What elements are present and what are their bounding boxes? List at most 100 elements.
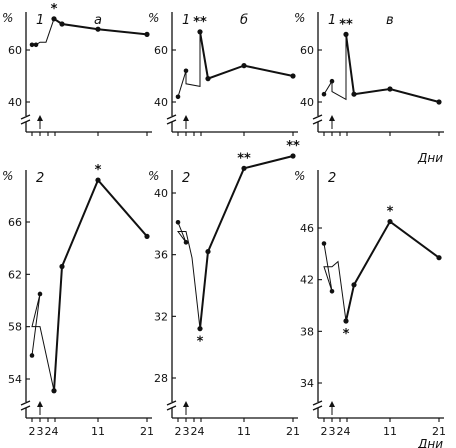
y-tick-label: 62	[8, 268, 22, 281]
data-point	[183, 68, 189, 74]
y-tick-label: 38	[300, 325, 314, 338]
data-point	[197, 29, 203, 35]
x-axis-label: Дни	[417, 151, 443, 165]
y-unit-label: %	[2, 169, 13, 183]
arrow-head	[183, 115, 189, 121]
y-tick-label: 40	[154, 96, 168, 109]
x-tick-label: 21	[286, 425, 300, 438]
data-point	[351, 91, 357, 97]
x-tick-label: 4	[198, 425, 205, 438]
axis-break-mark	[312, 400, 323, 406]
data-point	[241, 63, 247, 69]
panel-letter: б	[240, 13, 248, 28]
series-line	[53, 178, 148, 391]
data-point	[321, 91, 327, 97]
arrow-head	[37, 401, 43, 407]
significance-marker: *	[343, 327, 350, 342]
panel-3: % 1 в 40 60 Дни **	[294, 11, 444, 165]
arrow-head	[329, 115, 335, 121]
data-point	[387, 86, 393, 92]
pre-treatment-trace	[31, 293, 55, 391]
significance-marker: **	[193, 15, 207, 30]
data-point	[290, 73, 296, 79]
significance-marker: *	[387, 205, 394, 220]
x-tick-label: 4	[344, 425, 351, 438]
data-point	[37, 291, 43, 297]
panel-1: % 1 а 40 60 *	[2, 2, 152, 136]
data-point	[33, 42, 39, 48]
axis-break-mark	[20, 400, 31, 406]
group-label: 1	[36, 13, 44, 28]
axis-break-mark	[312, 114, 323, 120]
x-tick-label: 21	[140, 425, 154, 438]
data-point	[183, 240, 189, 245]
arrow-head	[329, 401, 335, 407]
pre-treatment-trace	[177, 31, 201, 97]
axis-break-mark	[20, 119, 31, 125]
axis-break-mark	[166, 114, 177, 120]
data-point	[321, 241, 327, 246]
y-unit-label: %	[294, 11, 305, 25]
axis-break-mark	[166, 400, 177, 406]
data-point	[95, 177, 101, 183]
panel-letter: а	[94, 13, 102, 28]
y-tick-label: 34	[300, 377, 314, 390]
pre-treatment-trace	[323, 34, 347, 101]
data-point	[343, 31, 349, 37]
data-point	[387, 218, 393, 225]
y-tick-label: 46	[300, 222, 314, 235]
arrow-head	[183, 401, 189, 407]
data-point	[175, 219, 181, 225]
axis-break-mark	[166, 119, 177, 125]
data-point	[29, 42, 35, 48]
y-unit-label: %	[294, 169, 305, 183]
series-line	[199, 155, 294, 329]
y-tick-label: 36	[154, 249, 168, 262]
x-tick-label: 2	[191, 425, 198, 438]
pre-treatment-trace	[177, 222, 201, 329]
x-tick-label: 2	[29, 425, 36, 438]
panel-letter: в	[386, 13, 394, 28]
y-tick-label: 28	[154, 372, 168, 385]
data-point	[329, 78, 335, 84]
data-point	[205, 248, 211, 255]
significance-marker: **	[286, 139, 300, 154]
axis-break-mark	[312, 119, 323, 125]
significance-marker: **	[237, 151, 251, 166]
x-axis-label: Дни	[417, 437, 443, 448]
group-label: 2	[36, 171, 44, 186]
data-point	[51, 388, 57, 394]
data-point	[290, 153, 296, 159]
series-line	[199, 31, 294, 80]
x-tick-label: 11	[383, 425, 397, 438]
axis-break-mark	[166, 405, 177, 411]
y-tick-label: 40	[8, 96, 22, 109]
y-unit-label: %	[148, 11, 159, 25]
data-point	[144, 31, 150, 37]
data-point	[351, 282, 357, 288]
data-point	[197, 326, 203, 332]
data-point	[59, 21, 65, 27]
series-line	[345, 220, 440, 322]
axis-break-mark	[20, 405, 31, 411]
y-unit-label: %	[2, 11, 13, 25]
x-tick-label: 3	[183, 425, 190, 438]
pre-treatment-trace	[323, 243, 347, 322]
y-tick-label: 32	[154, 310, 168, 323]
y-tick-label: 60	[154, 44, 168, 57]
y-tick-label: 42	[300, 274, 314, 287]
y-tick-label: 58	[8, 321, 22, 334]
data-point	[241, 165, 247, 171]
x-tick-label: 2	[45, 425, 52, 438]
y-unit-label: %	[148, 169, 159, 183]
significance-marker: *	[95, 163, 102, 178]
x-tick-label: 3	[329, 425, 336, 438]
y-tick-label: 54	[8, 373, 22, 386]
y-tick-label: 66	[8, 216, 22, 229]
y-tick-label: 40	[154, 187, 168, 200]
significance-marker: **	[339, 17, 353, 32]
data-point	[144, 233, 150, 239]
series-line	[53, 17, 148, 36]
data-point	[95, 26, 101, 32]
